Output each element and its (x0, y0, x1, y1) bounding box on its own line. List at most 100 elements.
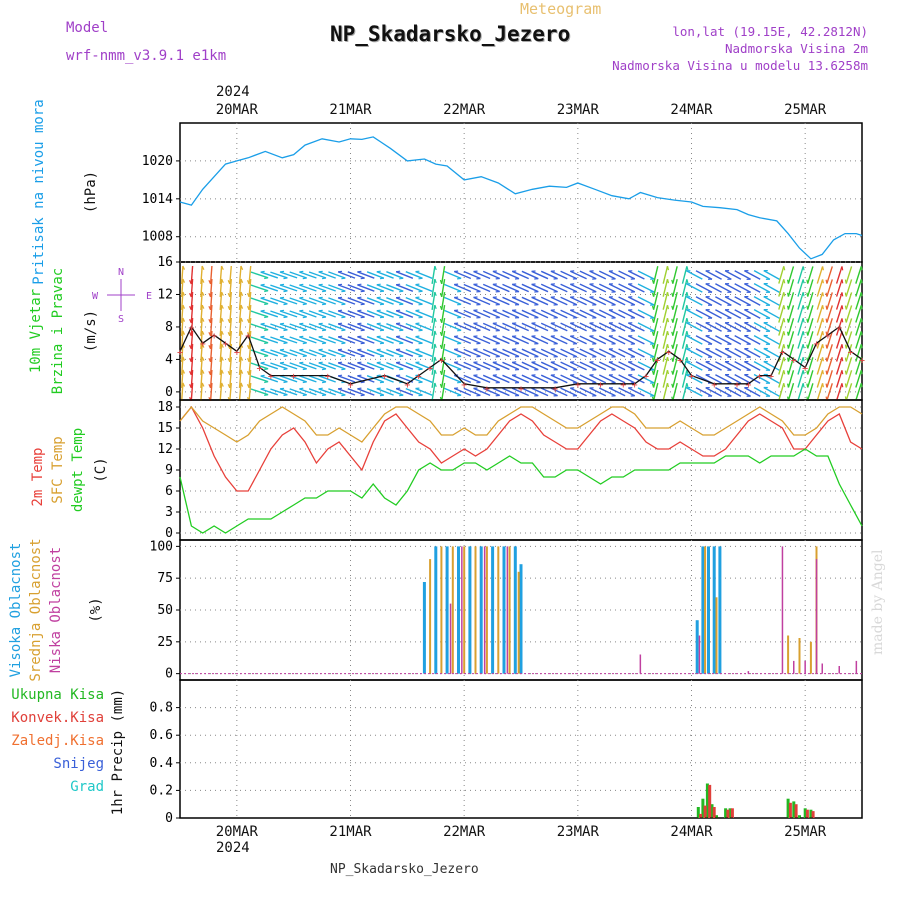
cloud-bar-high (422, 582, 426, 674)
wind-vector-head (302, 342, 307, 345)
wind-vector-head (322, 303, 327, 306)
wind-vector-head (189, 280, 192, 285)
wind-vector-head (264, 277, 269, 280)
wind-vector-head (822, 331, 824, 336)
wind-vector (715, 322, 732, 332)
wind-vector (681, 383, 688, 401)
wind-vector (672, 331, 678, 349)
wind-vector (328, 271, 346, 279)
cloud-bar-low (506, 546, 509, 674)
wind-vector-head (651, 279, 655, 284)
wind-vector (753, 334, 771, 345)
wind-vector (444, 283, 462, 293)
wind-vector-head (318, 270, 323, 273)
wind-vector (744, 295, 761, 306)
wind-vector (337, 284, 356, 292)
wind-vector (753, 360, 771, 371)
wind-vector (181, 317, 184, 336)
wind-vector (395, 322, 414, 331)
wind-vector (681, 344, 688, 362)
wind-vector-head (399, 394, 404, 397)
wind-vector (444, 387, 462, 396)
temp-unit-label: (C) (93, 457, 109, 482)
wind-vector (200, 317, 203, 336)
wind-vector (681, 279, 688, 297)
wind-speed-marker: + (757, 372, 763, 383)
wind-vector-head (341, 394, 346, 397)
wind-vector-head (182, 330, 186, 335)
wind-vector (787, 279, 795, 297)
wind-vector-head (802, 370, 805, 375)
wind-vector (763, 269, 780, 281)
wind-vector-head (787, 318, 789, 323)
wind-vector (826, 344, 833, 362)
wind-vector-head (802, 357, 805, 362)
wind-vector-head (671, 292, 674, 297)
wind-vector (652, 305, 659, 323)
wind-vector (826, 383, 833, 401)
wind-vector (705, 361, 722, 371)
wind-vector-head (415, 322, 420, 325)
wind-vector-head (686, 331, 689, 336)
wind-vector (190, 382, 194, 401)
wind-vector-head (860, 292, 863, 297)
wind-vector-head (376, 296, 381, 299)
wind-vector-head (844, 370, 847, 375)
wind-vector (826, 279, 833, 297)
wind-vector (473, 361, 491, 371)
wind-vector (209, 356, 213, 375)
wind-vector (608, 309, 626, 319)
wind-vector (855, 383, 862, 401)
wind-vector-head (318, 283, 323, 286)
wind-vector (376, 336, 394, 344)
wind-vector (328, 310, 346, 318)
wind-vector (531, 374, 549, 384)
wind-vector-head (418, 368, 423, 371)
wind-vector (550, 270, 568, 280)
wind-vector (845, 344, 853, 362)
wind-vector (337, 375, 356, 383)
wind-speed-marker: + (836, 323, 842, 334)
wind-vector (473, 322, 491, 332)
wind-vector (386, 387, 404, 396)
wind-speed-line (179, 325, 863, 389)
wind-vector (511, 322, 529, 332)
wind-vector (415, 309, 433, 318)
wind-vector (598, 387, 616, 397)
wind-vector (200, 304, 203, 323)
wind-vector-head (418, 290, 423, 293)
wind-vector-head (841, 344, 844, 349)
wind-vector-head (208, 332, 212, 337)
cloud-unit-label: (%) (88, 597, 104, 622)
wind-vector-head (322, 342, 327, 345)
wind-vector (299, 388, 317, 396)
wind-vector-head (686, 279, 689, 284)
wind-vector (695, 322, 713, 332)
wind-vector (855, 292, 862, 310)
wind-vector (347, 349, 365, 357)
temp-ytick-label: 12 (157, 442, 173, 457)
wind-vector (473, 387, 491, 397)
wind-vector (579, 361, 597, 371)
wind-vector (190, 356, 194, 375)
wind-vector-head (844, 292, 847, 297)
meteogram-subtitle: Meteogram (520, 0, 602, 18)
wind-vector (299, 271, 317, 279)
wind-vector-head (318, 387, 323, 390)
wind-vector (637, 322, 655, 332)
wind-vector (816, 357, 824, 375)
wind-vector-head (651, 331, 655, 336)
wind-vector (618, 270, 636, 280)
wind-vector (260, 284, 279, 292)
wind-vector (662, 266, 669, 284)
wind-vector-head (415, 335, 420, 338)
wind-vector-head (825, 305, 828, 310)
wind-vector-head (671, 305, 674, 310)
wind-vector (835, 331, 843, 349)
wind-vector-head (841, 370, 844, 375)
wind-vector-head (379, 329, 384, 332)
wind-vector (270, 297, 288, 305)
wind-vector (652, 369, 659, 388)
wind-vector-head (666, 266, 670, 271)
wind-vector (502, 335, 520, 345)
